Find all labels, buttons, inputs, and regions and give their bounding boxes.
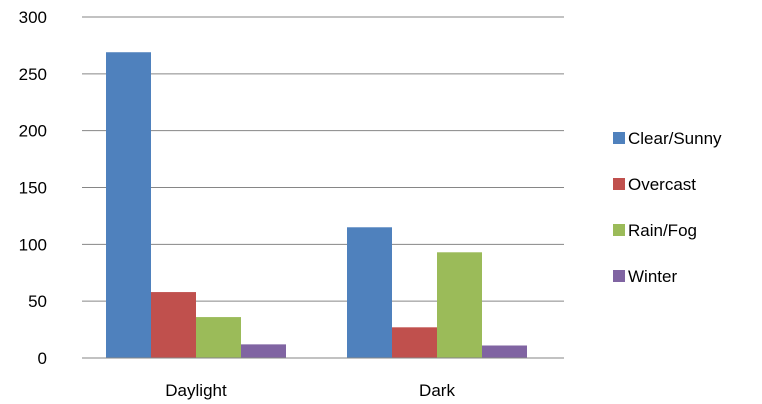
- legend-swatch: [613, 270, 625, 282]
- legend: Clear/Sunny Overcast Rain/Fog Winter: [613, 129, 722, 286]
- legend-label: Winter: [628, 267, 677, 286]
- y-tick-label: 0: [38, 349, 47, 368]
- bars: [106, 52, 527, 359]
- legend-item: Overcast: [613, 175, 696, 194]
- legend-item: Rain/Fog: [613, 221, 697, 240]
- legend-swatch: [613, 224, 625, 236]
- bar-winter-daylight: [241, 344, 286, 358]
- y-tick-label: 150: [19, 179, 47, 198]
- legend-swatch: [613, 132, 625, 144]
- legend-label: Rain/Fog: [628, 221, 697, 240]
- bar-winter-dark: [482, 345, 527, 358]
- bar-rain-fog-daylight: [196, 317, 241, 358]
- bar-clear-sunny-dark: [347, 227, 392, 358]
- bar-clear-sunny-daylight: [106, 52, 151, 359]
- bar-rain-fog-dark: [437, 252, 482, 358]
- gridlines: [82, 16, 564, 302]
- y-tick-label: 250: [19, 65, 47, 84]
- bar-overcast-daylight: [151, 292, 196, 358]
- y-tick-label: 200: [19, 122, 47, 141]
- x-axis-tick-labels: Daylight Dark: [165, 381, 455, 400]
- y-tick-label: 300: [19, 8, 47, 27]
- bar-overcast-dark: [392, 327, 437, 358]
- x-tick-label: Dark: [419, 381, 455, 400]
- legend-item: Clear/Sunny: [613, 129, 722, 148]
- x-tick-label: Daylight: [165, 381, 227, 400]
- y-axis-tick-labels: 0 50 100 150 200 250 300: [19, 8, 47, 368]
- legend-swatch: [613, 178, 625, 190]
- legend-label: Overcast: [628, 175, 696, 194]
- y-tick-label: 100: [19, 235, 47, 254]
- y-tick-label: 50: [28, 292, 47, 311]
- legend-label: Clear/Sunny: [628, 129, 722, 148]
- legend-item: Winter: [613, 267, 677, 286]
